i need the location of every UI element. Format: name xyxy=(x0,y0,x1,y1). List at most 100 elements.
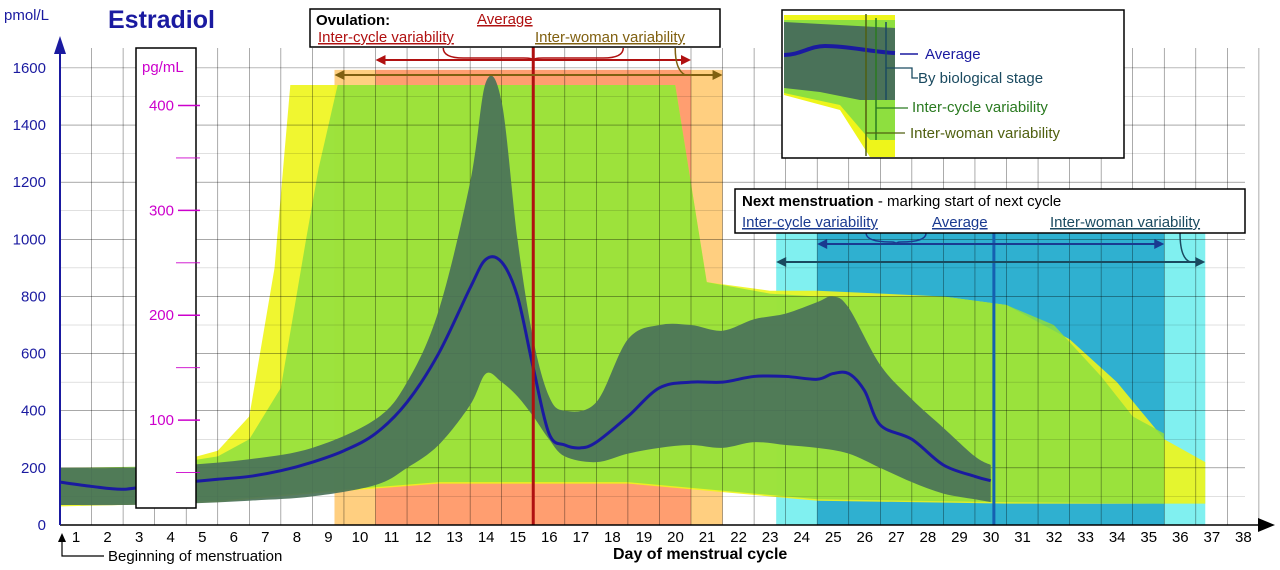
biological-stage-band xyxy=(60,75,991,506)
inset-stage-pointer xyxy=(886,67,918,79)
y2-tick-label: 100 xyxy=(149,412,174,429)
x-tick-label: 5 xyxy=(198,529,206,546)
x-axis-arrowhead-icon xyxy=(1258,518,1275,532)
y2-axis-unit: pg/mL xyxy=(142,59,184,76)
y2-tick-label: 200 xyxy=(149,307,174,324)
menstruation-inter-woman-arrow-left-arrowhead-icon xyxy=(776,257,787,267)
x-tick-label: 19 xyxy=(636,529,653,546)
ovulation-inter-cycle-arrow-left-arrowhead-icon xyxy=(375,55,386,65)
y-tick-label: 1200 xyxy=(13,174,46,191)
inset-stage-label: By biological stage xyxy=(918,70,1043,87)
beginning-label: Beginning of menstruation xyxy=(108,548,282,565)
inset-legend: Average By biological stage Inter-cycle … xyxy=(781,9,1125,159)
x-tick-label: 2 xyxy=(103,529,111,546)
inset-stage-band xyxy=(784,22,895,100)
x-tick-label: 22 xyxy=(730,529,747,546)
x-tick-label: 10 xyxy=(352,529,369,546)
x-tick-label: 34 xyxy=(1109,529,1126,546)
menstruation-inter-woman-brace xyxy=(1179,232,1191,263)
x-axis-title: Day of menstrual cycle xyxy=(613,546,787,563)
ovulation-inter-woman-arrow-left-arrowhead-icon xyxy=(334,70,345,80)
x-tick-label: 23 xyxy=(762,529,779,546)
pgml-axis-box xyxy=(135,47,197,509)
x-tick-label: 21 xyxy=(699,529,716,546)
y-tick-label: 800 xyxy=(21,288,46,305)
menstruation-inter-woman-label: Inter-woman variability xyxy=(1050,214,1201,231)
ovulation-inter-cycle-brace xyxy=(442,47,624,61)
ovulation-legend-box xyxy=(309,8,721,48)
inset-inter-cycle-label: Inter-cycle variability xyxy=(912,99,1048,116)
x-tick-label: 20 xyxy=(667,529,684,546)
ovulation-inter-woman-label: Inter-woman variability xyxy=(535,29,686,46)
y-tick-label: 0 xyxy=(38,517,46,534)
inset-average-label: Average xyxy=(925,46,981,63)
ovulation-title: Ovulation: xyxy=(316,12,390,29)
y-tick-label: 1000 xyxy=(13,231,46,248)
x-tick-label: 30 xyxy=(983,529,1000,546)
x-tick-label: 18 xyxy=(604,529,621,546)
x-tick-label: 4 xyxy=(167,529,175,546)
chart-title: Estradiol xyxy=(108,6,215,34)
inset-average-line xyxy=(783,43,896,57)
y-tick-label: 200 xyxy=(21,460,46,477)
x-tick-label: 32 xyxy=(1046,529,1063,546)
y-tick-label: 1400 xyxy=(13,117,46,134)
x-tick-label: 1 xyxy=(72,529,80,546)
x-tick-label: 17 xyxy=(573,529,590,546)
y-axis-unit: pmol/L xyxy=(4,7,49,24)
x-tick-label: 7 xyxy=(261,529,269,546)
y-tick-label: 600 xyxy=(21,346,46,363)
ovulation-inter-cycle-arrow-right-arrowhead-icon xyxy=(681,55,691,65)
x-tick-label: 13 xyxy=(446,529,463,546)
x-tick-label: 16 xyxy=(541,529,558,546)
x-tick-label: 8 xyxy=(293,529,301,546)
menstruation-legend-box xyxy=(734,188,1246,234)
beginning-pointer xyxy=(61,540,104,557)
menstruation-inter-woman-arrow-right-arrowhead-icon xyxy=(1195,257,1206,267)
ovulation-inter-woman-arrow-right-arrowhead-icon xyxy=(712,70,723,80)
menstruation-desc: - marking start of next cycle xyxy=(874,193,1062,210)
x-tick-label: 25 xyxy=(825,529,842,546)
menstruation-inter-cycle-arrow-left-arrowhead-icon xyxy=(817,239,828,249)
pgml-axis: 100 200 300 400 xyxy=(149,97,200,473)
menstruation-inter-cycle-brace xyxy=(865,232,927,245)
variability-bands xyxy=(60,69,1206,525)
x-tick-label: 6 xyxy=(230,529,238,546)
x-tick-label: 26 xyxy=(856,529,873,546)
x-tick-label: 35 xyxy=(1140,529,1157,546)
x-tick-label: 11 xyxy=(384,529,400,546)
x-tick-label: 29 xyxy=(951,529,968,546)
ovulation-inter-woman-brace xyxy=(674,47,686,76)
menstruation-title-bold: Next menstruation xyxy=(742,193,874,210)
beginning-arrowhead-icon xyxy=(58,533,66,542)
x-tick-label: 33 xyxy=(1077,529,1094,546)
y-axis-arrowhead-icon xyxy=(54,36,66,54)
ovulation-inter-cycle-label: Inter-cycle variability xyxy=(318,29,454,46)
x-tick-label: 38 xyxy=(1235,529,1252,546)
inset-inter-woman-label: Inter-woman variability xyxy=(910,125,1061,142)
x-tick-label: 15 xyxy=(509,529,526,546)
y2-tick-label: 300 xyxy=(149,202,174,219)
x-tick-label: 9 xyxy=(324,529,332,546)
menstruation-inter-cycle-arrow-right-arrowhead-icon xyxy=(1154,239,1165,249)
x-tick-label: 27 xyxy=(888,529,905,546)
menstruation-inter-cycle-label: Inter-cycle variability xyxy=(742,214,878,231)
menstruation-title: Next menstruation - marking start of nex… xyxy=(742,193,1061,210)
y-tick-label: 1600 xyxy=(13,60,46,77)
x-tick-label: 31 xyxy=(1014,529,1031,546)
x-tick-label: 37 xyxy=(1204,529,1221,546)
menstruation-average-label: Average xyxy=(932,214,988,231)
x-tick-label: 12 xyxy=(415,529,432,546)
x-tick-label: 3 xyxy=(135,529,143,546)
average-line xyxy=(59,255,992,491)
ovulation-average-label: Average xyxy=(477,11,533,28)
x-tick-label: 36 xyxy=(1172,529,1189,546)
y2-tick-label: 400 xyxy=(149,97,174,114)
y-tick-label: 400 xyxy=(21,403,46,420)
x-tick-label: 24 xyxy=(793,529,810,546)
x-tick-label: 14 xyxy=(478,529,495,546)
chart-marks xyxy=(59,22,1206,525)
x-tick-label: 28 xyxy=(920,529,937,546)
